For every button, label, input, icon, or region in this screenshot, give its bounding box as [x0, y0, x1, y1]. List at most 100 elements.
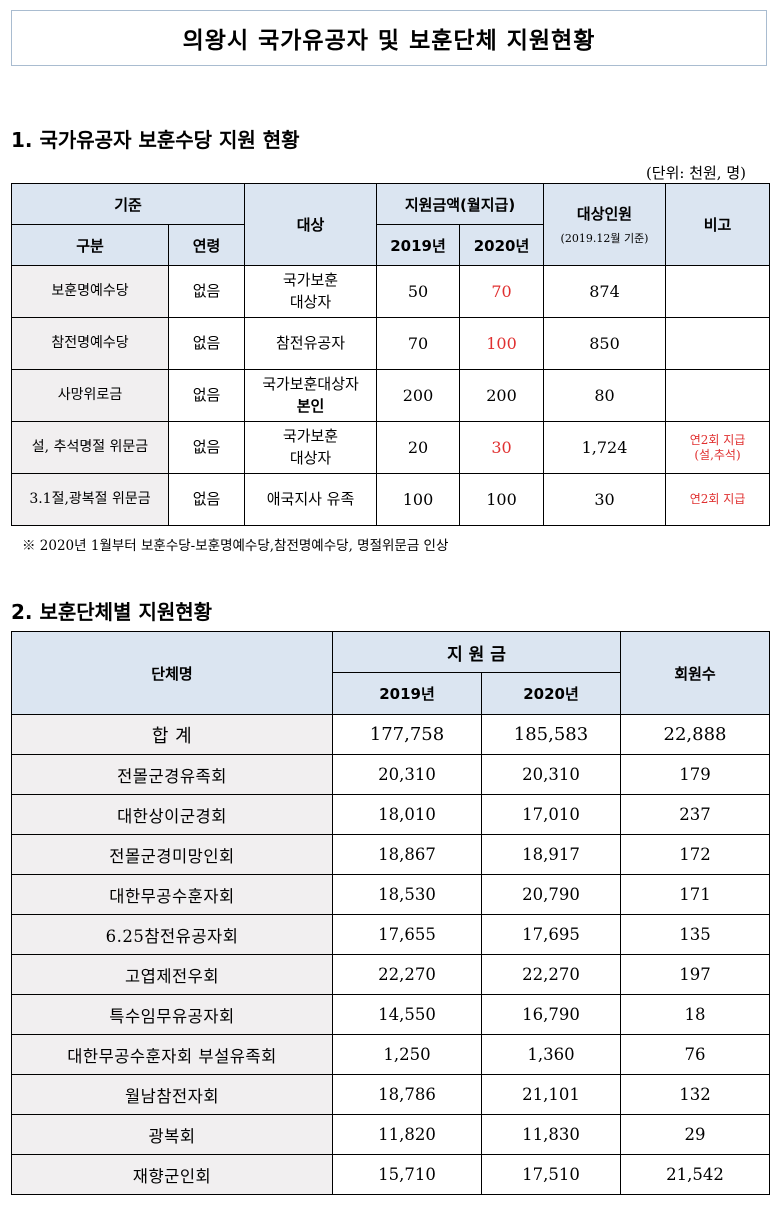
table-row: 대한무공수훈자회 부설유족회 1,250 1,360 76 — [11, 1034, 771, 1075]
support-2019-cell: 15,710 — [332, 1154, 482, 1195]
org-name-cell: 고엽제전우회 — [11, 954, 333, 995]
table-row: 설, 추석명절 위문금 없음 국가보훈 대상자 20 30 1,724 연2회 지… — [11, 421, 771, 474]
age-cell: 없음 — [167, 473, 246, 526]
members-cell: 29 — [620, 1114, 771, 1155]
support-2020-cell: 18,917 — [480, 834, 622, 875]
support-2020-cell: 11,830 — [480, 1114, 622, 1155]
recipients-cell: 80 — [543, 369, 667, 422]
unit-note: (단위: 천원, 명) — [645, 164, 746, 182]
remarks-cell — [665, 265, 771, 318]
target-line: 국가보훈 — [282, 270, 339, 289]
target-line: 애국지사 유족 — [266, 489, 355, 508]
section2-heading: 2. 보훈단체별 지원현황 — [11, 600, 213, 624]
org-name-cell: 전몰군경미망인회 — [11, 834, 333, 875]
category-cell: 참전명예수당 — [11, 317, 169, 370]
org-name-cell: 6.25참전유공자회 — [11, 914, 333, 955]
members-cell: 171 — [620, 874, 771, 915]
support-2020-cell: 185,583 — [480, 714, 622, 755]
remarks-cell — [665, 369, 771, 422]
support-2020-cell: 17,510 — [480, 1154, 622, 1195]
table-row: 대한상이군경회 18,010 17,010 237 — [11, 794, 771, 835]
target-cell: 국가보훈 대상자 — [244, 421, 378, 474]
table-row: 고엽제전우회 22,270 22,270 197 — [11, 954, 771, 995]
amount-2020-cell: 30 — [459, 421, 545, 474]
org-name-cell: 대한무공수훈자회 — [11, 874, 333, 915]
recipients-cell: 30 — [543, 473, 667, 526]
header-2020: 2020년 — [459, 224, 545, 266]
organization-table: 단체명 지 원 금 회원수 2019년 2020년 합 계 177,758 185,… — [11, 631, 771, 1195]
header-2020: 2020년 — [480, 672, 622, 715]
header-org: 단체명 — [11, 631, 333, 715]
members-cell: 135 — [620, 914, 771, 955]
allowance-table: 기준 대상 지원금액(월지급) 대상인원 (2019.12월 기준) 비고 구분… — [10, 183, 771, 526]
amount-2019-cell: 100 — [376, 473, 461, 526]
table-row: 재향군인회 15,710 17,510 21,542 — [11, 1154, 771, 1195]
header-target: 대상 — [244, 183, 378, 266]
age-cell: 없음 — [167, 265, 246, 318]
section1-heading: 1. 국가유공자 보훈수당 지원 현황 — [11, 128, 300, 152]
amount-2020-cell: 100 — [459, 473, 545, 526]
members-cell: 132 — [620, 1074, 771, 1115]
header-2019: 2019년 — [332, 672, 482, 715]
target-cell: 애국지사 유족 — [244, 473, 378, 526]
remarks-line: (설,추석) — [694, 447, 741, 462]
support-2019-cell: 20,310 — [332, 754, 482, 795]
header-recipients: 대상인원 (2019.12월 기준) — [543, 183, 667, 266]
members-cell: 22,888 — [620, 714, 771, 755]
org-name-cell: 대한상이군경회 — [11, 794, 333, 835]
org-name-cell: 재향군인회 — [11, 1154, 333, 1195]
recipients-cell: 874 — [543, 265, 667, 318]
age-cell: 없음 — [167, 421, 246, 474]
org-name-cell: 월남참전자회 — [11, 1074, 333, 1115]
org-name-cell: 전몰군경유족회 — [11, 754, 333, 795]
target-line: 국가보훈대상자 — [262, 374, 359, 393]
support-2020-cell: 21,101 — [480, 1074, 622, 1115]
header-criteria: 기준 — [10, 183, 246, 225]
category-cell: 사망위로금 — [11, 369, 169, 422]
support-2019-cell: 22,270 — [332, 954, 482, 995]
table-row: 전몰군경미망인회 18,867 18,917 172 — [11, 834, 771, 875]
age-cell: 없음 — [167, 369, 246, 422]
footnote: ※ 2020년 1월부터 보훈수당-보훈명예수당,참전명예수당, 명절위문금 인… — [22, 538, 449, 554]
header-remarks: 비고 — [665, 183, 771, 266]
amount-2019-cell: 70 — [376, 317, 461, 370]
members-cell: 18 — [620, 994, 771, 1035]
remarks-cell: 연2회 지급 (설,추석) — [665, 421, 771, 474]
amount-2019-cell: 50 — [376, 265, 461, 318]
support-2019-cell: 18,010 — [332, 794, 482, 835]
table-row: 대한무공수훈자회 18,530 20,790 171 — [11, 874, 771, 915]
header-2019: 2019년 — [376, 224, 461, 266]
members-cell: 237 — [620, 794, 771, 835]
support-2020-cell: 17,010 — [480, 794, 622, 835]
members-cell: 172 — [620, 834, 771, 875]
remarks-cell: 연2회 지급 — [665, 473, 771, 526]
category-cell: 3.1절,광복절 위문금 — [11, 473, 169, 526]
org-name-cell: 광복회 — [11, 1114, 333, 1155]
members-cell: 21,542 — [620, 1154, 771, 1195]
org-name-cell: 특수임무유공자회 — [11, 994, 333, 1035]
support-2019-cell: 14,550 — [332, 994, 482, 1035]
support-2020-cell: 17,695 — [480, 914, 622, 955]
support-2020-cell: 1,360 — [480, 1034, 622, 1075]
recipients-cell: 850 — [543, 317, 667, 370]
table-row: 참전명예수당 없음 참전유공자 70 100 850 — [11, 317, 771, 370]
header-category: 구분 — [11, 224, 169, 266]
remarks-line: 연2회 지급 — [689, 491, 746, 506]
header-amount: 지원금액(월지급) — [376, 183, 545, 225]
header-support: 지 원 금 — [331, 631, 622, 673]
amount-2020-cell: 70 — [459, 265, 545, 318]
header-members: 회원수 — [620, 631, 771, 715]
members-cell: 76 — [620, 1034, 771, 1075]
support-2020-cell: 22,270 — [480, 954, 622, 995]
support-2020-cell: 20,310 — [480, 754, 622, 795]
org-name-cell: 합 계 — [11, 714, 333, 755]
amount-2019-cell: 200 — [376, 369, 461, 422]
members-cell: 179 — [620, 754, 771, 795]
amount-2020-cell: 200 — [459, 369, 545, 422]
table-row: 특수임무유공자회 14,550 16,790 18 — [11, 994, 771, 1035]
support-2019-cell: 11,820 — [332, 1114, 482, 1155]
target-line: 참전유공자 — [276, 333, 346, 352]
category-cell: 보훈명예수당 — [11, 265, 169, 318]
members-cell: 197 — [620, 954, 771, 995]
support-2019-cell: 18,867 — [332, 834, 482, 875]
